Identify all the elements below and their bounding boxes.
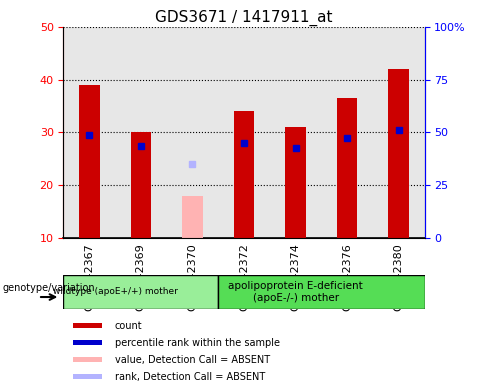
Bar xyxy=(130,132,151,238)
Text: apolipoprotein E-deficient
(apoE-/-) mother: apolipoprotein E-deficient (apoE-/-) mot… xyxy=(228,281,363,303)
Bar xyxy=(182,196,203,238)
Bar xyxy=(337,98,358,238)
Bar xyxy=(73,358,102,362)
Bar xyxy=(322,27,373,238)
Bar xyxy=(285,127,306,238)
Text: value, Detection Call = ABSENT: value, Detection Call = ABSENT xyxy=(115,355,270,365)
Bar xyxy=(373,27,425,238)
Bar xyxy=(166,27,218,238)
Bar xyxy=(218,275,425,309)
Text: rank, Detection Call = ABSENT: rank, Detection Call = ABSENT xyxy=(115,372,265,382)
Bar xyxy=(73,340,102,345)
Bar xyxy=(79,85,100,238)
Bar xyxy=(115,27,166,238)
Text: percentile rank within the sample: percentile rank within the sample xyxy=(115,338,280,348)
Text: genotype/variation: genotype/variation xyxy=(2,283,95,293)
Title: GDS3671 / 1417911_at: GDS3671 / 1417911_at xyxy=(155,9,333,25)
Bar xyxy=(270,27,322,238)
Bar xyxy=(234,111,254,238)
Bar xyxy=(73,323,102,328)
Bar xyxy=(73,374,102,379)
Text: wildtype (apoE+/+) mother: wildtype (apoE+/+) mother xyxy=(53,287,178,296)
Bar xyxy=(63,27,115,238)
Bar xyxy=(63,275,218,309)
Bar xyxy=(218,27,270,238)
Text: count: count xyxy=(115,321,142,331)
Bar xyxy=(388,69,409,238)
